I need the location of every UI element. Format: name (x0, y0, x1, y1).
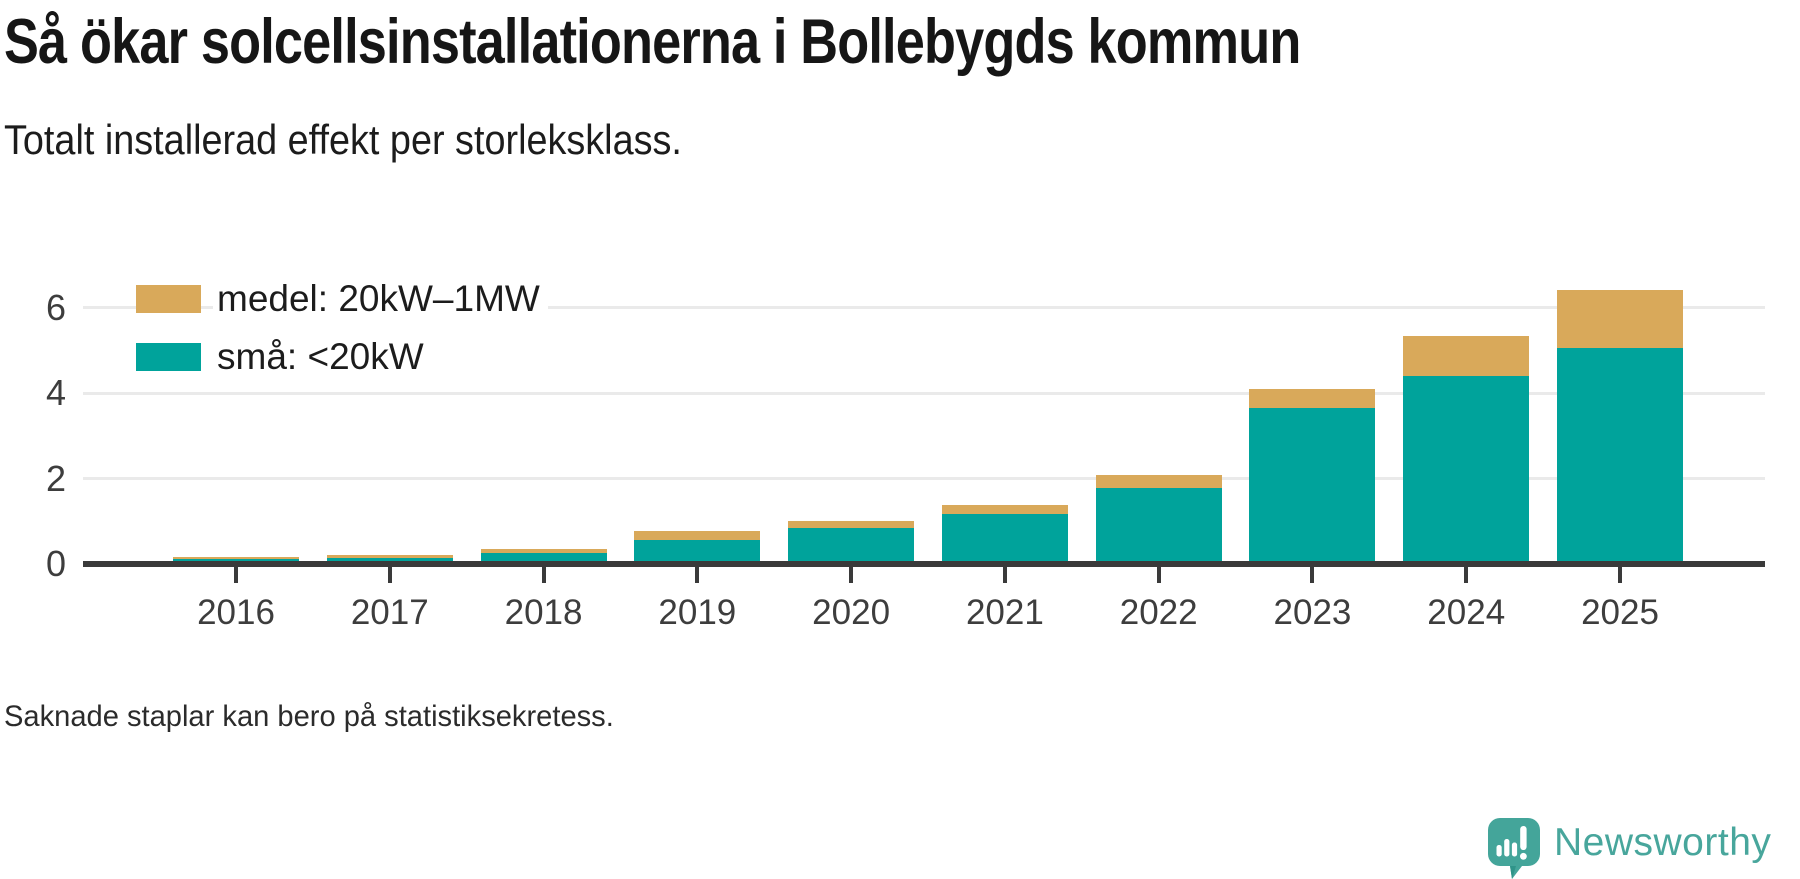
bar-medel-2018 (480, 549, 607, 553)
x-tick-2017 (387, 566, 392, 583)
newsworthy-logo-text: Newsworthy (1554, 820, 1772, 864)
y-axis-label-6: 6 (45, 286, 66, 328)
legend-label-medel: medel: 20kW–1MW (213, 276, 548, 322)
bar-sma-2021 (941, 514, 1068, 564)
bar-sma-2019 (634, 540, 761, 564)
x-axis-label-2021: 2021 (965, 593, 1044, 632)
x-tick-2025 (1618, 566, 1623, 583)
chart-subtitle: Totalt installerad effekt per storlekskl… (4, 116, 682, 163)
bar-sma-2025 (1557, 348, 1684, 564)
legend-swatch-medel (136, 285, 201, 313)
y-axis-label-2: 2 (45, 457, 66, 499)
bar-medel-2020 (788, 520, 915, 529)
x-axis-line (83, 561, 1765, 567)
x-axis-label-2016: 2016 (197, 593, 275, 632)
bar-medel-2025 (1557, 289, 1684, 349)
x-tick-2020 (849, 566, 854, 583)
x-tick-2024 (1464, 566, 1469, 583)
x-tick-2021 (1002, 566, 1007, 583)
legend-item-medel: medel: 20kW–1MW (136, 276, 548, 322)
x-tick-2019 (695, 566, 700, 583)
x-tick-2018 (541, 566, 546, 583)
y-gridline-4 (83, 391, 1765, 395)
x-tick-2022 (1156, 566, 1161, 583)
bar-sma-2018 (480, 552, 607, 564)
newsworthy-logo: Newsworthy (1488, 818, 1771, 879)
x-axis-label-2017: 2017 (350, 593, 429, 632)
y-gridline-2 (83, 477, 1765, 481)
bar-medel-2017 (326, 555, 453, 558)
x-axis-label-2020: 2020 (812, 593, 891, 632)
bar-medel-2016 (173, 557, 299, 559)
x-tick-2023 (1310, 566, 1315, 583)
newsworthy-logo-icon (1488, 818, 1540, 879)
y-axis-label-4: 4 (45, 372, 66, 414)
legend-label-sma: små: <20kW (213, 334, 432, 380)
x-axis-label-2022: 2022 (1119, 593, 1198, 632)
legend-swatch-sma (136, 343, 201, 371)
bar-medel-2019 (634, 531, 761, 541)
x-tick-2016 (234, 566, 238, 583)
x-axis-label-2025: 2025 (1581, 593, 1659, 632)
bar-medel-2022 (1095, 474, 1222, 489)
legend: medel: 20kW–1MW små: <20kW (136, 276, 548, 401)
bar-medel-2021 (941, 505, 1068, 515)
bar-sma-2020 (788, 528, 915, 564)
x-axis-label-2024: 2024 (1427, 593, 1506, 632)
bar-sma-2022 (1095, 488, 1222, 564)
bar-sma-2023 (1249, 408, 1376, 564)
bar-sma-2024 (1403, 375, 1530, 564)
x-axis-label-2018: 2018 (504, 593, 583, 632)
legend-item-sma: små: <20kW (136, 334, 548, 380)
x-axis-label-2023: 2023 (1273, 593, 1352, 632)
y-axis-label-0: 0 (45, 543, 66, 584)
bar-medel-2023 (1249, 388, 1376, 409)
x-axis-label-2019: 2019 (658, 593, 737, 632)
y-gridline-6 (83, 306, 1765, 310)
footnote: Saknade staplar kan bero på statistiksek… (4, 700, 614, 733)
bar-medel-2024 (1403, 335, 1530, 376)
chart-title: Så ökar solcellsinstallationerna i Bolle… (4, 7, 1301, 77)
